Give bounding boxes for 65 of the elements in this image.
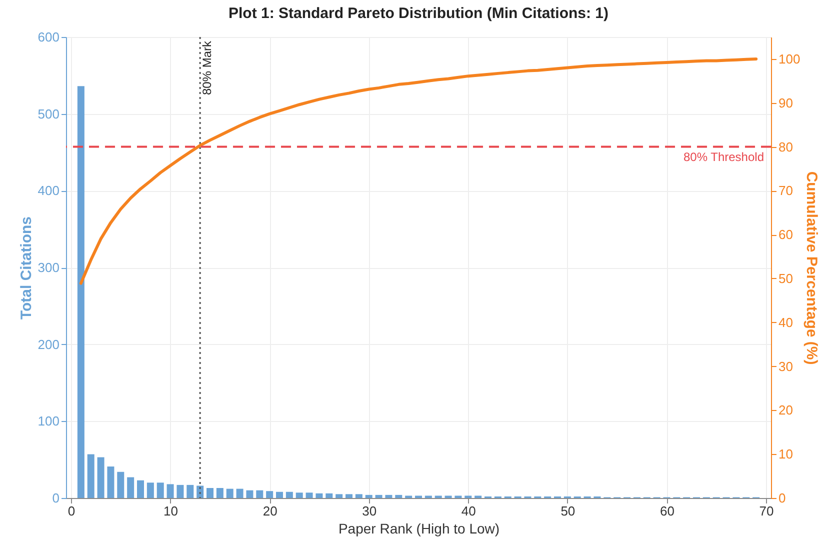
bar — [246, 490, 254, 498]
bar — [346, 494, 352, 498]
x-tick-label: 20 — [262, 504, 278, 518]
y-tick-label: 200 — [38, 336, 60, 352]
bar — [97, 457, 104, 498]
y2-tick-label: 20 — [778, 402, 793, 418]
y2-tick-label: 70 — [778, 183, 793, 198]
bar — [256, 490, 264, 498]
bar — [375, 494, 382, 498]
bar — [107, 466, 114, 498]
bar — [156, 482, 164, 498]
y-tick-label: 100 — [38, 414, 60, 429]
bar — [87, 454, 94, 498]
bar — [296, 492, 303, 498]
bar — [365, 494, 372, 498]
y2-tick-label: 0 — [778, 490, 786, 506]
ref-line-label: 80% Threshold — [684, 150, 764, 164]
y-tick-label: 0 — [52, 490, 60, 506]
y2-tick-label: 80 — [778, 139, 793, 154]
bar — [127, 477, 134, 498]
bar — [326, 493, 333, 498]
y2-tick-label: 50 — [778, 270, 793, 286]
x-tick-label: 60 — [660, 504, 674, 518]
ref-line-label: 80% Mark — [200, 40, 214, 96]
x-tick-label: 40 — [461, 504, 476, 518]
bar — [77, 86, 84, 498]
y-tick-label: 500 — [38, 106, 60, 122]
bar — [336, 494, 343, 498]
y2-tick-label: 90 — [778, 95, 793, 110]
x-axis-title: Paper Rank (High to Low) — [338, 520, 500, 536]
y2-axis-title: Cumulative Percentage (%) — [803, 171, 820, 365]
y-tick-label: 600 — [38, 30, 60, 44]
bar — [117, 472, 124, 498]
bar — [186, 484, 194, 498]
x-tick-label: 0 — [68, 504, 76, 518]
bar — [226, 488, 234, 498]
y-tick-label: 400 — [38, 183, 60, 198]
bar — [146, 482, 154, 498]
bar — [166, 484, 174, 498]
y2-tick-label: 30 — [778, 358, 793, 374]
bar — [276, 492, 283, 498]
y-tick-label: 300 — [38, 260, 60, 275]
chart-title: Plot 1: Standard Pareto Distribution (Min Citations: 1) — [228, 5, 609, 22]
bar — [355, 494, 362, 498]
x-tick-label: 50 — [560, 504, 576, 518]
bar — [395, 494, 402, 498]
x-tick-label: 10 — [164, 504, 178, 518]
bar — [176, 484, 184, 498]
bar — [216, 488, 224, 498]
y2-tick-label: 10 — [778, 446, 793, 462]
bar — [236, 488, 244, 498]
y-axis-title: Total Citations — [18, 216, 35, 320]
bar — [316, 493, 323, 498]
bar — [206, 488, 214, 498]
y2-tick-label: 60 — [778, 227, 793, 242]
bar — [137, 480, 144, 498]
bar — [306, 492, 313, 498]
y2-tick-label: 40 — [778, 314, 793, 330]
x-tick-label: 70 — [759, 504, 774, 518]
bar — [286, 492, 293, 498]
bar — [385, 494, 392, 498]
bar — [196, 486, 204, 498]
x-tick-label: 30 — [362, 504, 377, 518]
y2-tick-label: 100 — [778, 51, 800, 66]
bar — [266, 491, 274, 498]
